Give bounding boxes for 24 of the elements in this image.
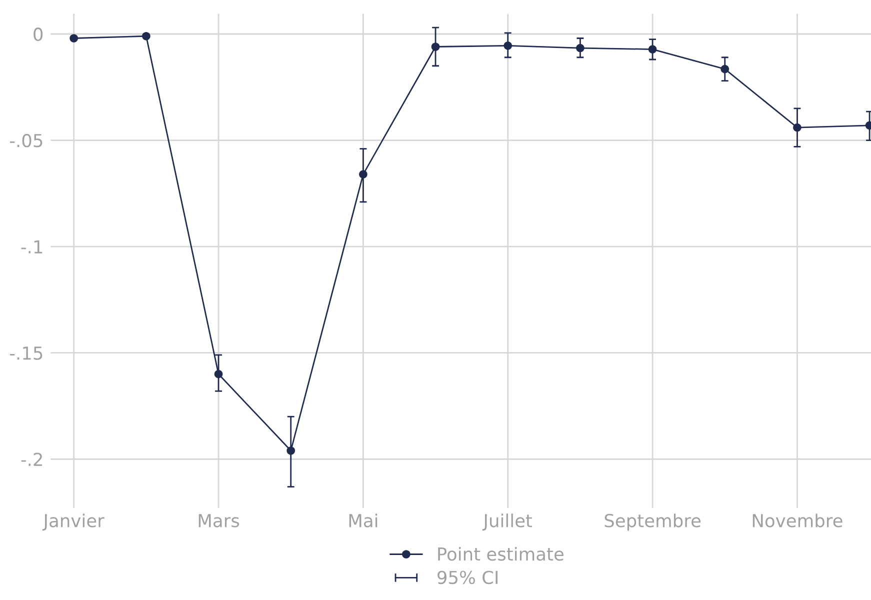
y-tick-label: -.1	[21, 240, 42, 254]
point	[431, 42, 440, 51]
x-tick-label: Mars	[198, 514, 240, 528]
x-tick-label: Janvier	[42, 514, 104, 531]
point	[720, 64, 730, 74]
legend-label: Point estimate	[438, 546, 564, 561]
y-tick-label: -.05	[10, 134, 42, 148]
point	[793, 123, 802, 132]
point	[70, 34, 78, 42]
text: 95% CI	[438, 570, 498, 584]
x-tick-label: Novembre	[752, 514, 842, 528]
point	[504, 42, 512, 50]
point	[214, 370, 223, 378]
x-tick-label: Juillet	[482, 514, 532, 531]
point	[576, 44, 584, 52]
y-tick-label: -.15	[10, 346, 42, 360]
point	[286, 446, 296, 455]
y-tick-label: 0	[34, 28, 43, 41]
point	[142, 32, 150, 40]
x-tick-label: Septembre	[604, 514, 701, 531]
point	[648, 45, 657, 54]
x-tick-label: Mai	[349, 514, 378, 528]
y-tick-label: -.2	[21, 452, 42, 466]
point	[359, 170, 368, 178]
